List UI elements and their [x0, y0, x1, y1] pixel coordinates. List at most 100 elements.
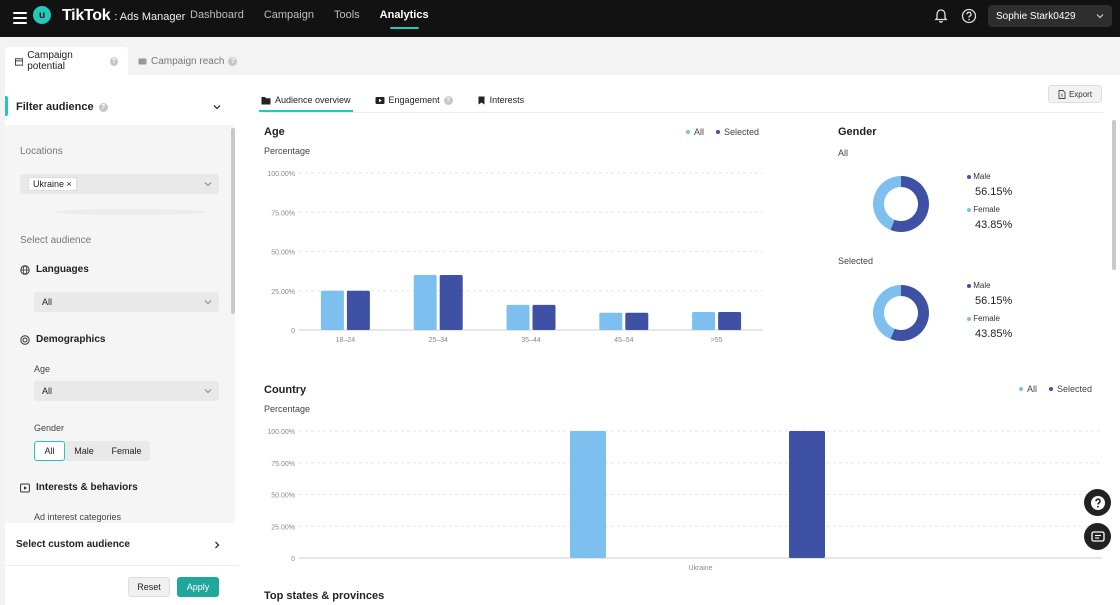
user-name: Sophie Stark0429 [996, 10, 1076, 22]
gender-option-all[interactable]: All [34, 441, 65, 461]
age-legend: All Selected [686, 127, 759, 137]
y-tick-label: 100.00% [267, 171, 295, 178]
nav-campaign[interactable]: Campaign [263, 9, 314, 21]
gender-segmented-control: All Male Female [34, 441, 150, 461]
female-pct: 43.85% [975, 219, 1013, 231]
languages-group-title: Languages [20, 264, 89, 275]
y-tick-label: 100.00% [267, 429, 295, 436]
legend-selected[interactable]: Selected [1049, 384, 1092, 394]
folder-icon [261, 96, 271, 104]
languages-select[interactable]: All [34, 292, 219, 312]
main-scrollbar[interactable] [1112, 120, 1116, 270]
bar-all-2[interactable] [506, 304, 530, 330]
demographics-title: Demographics [36, 334, 106, 345]
filter-scroll-area[interactable]: Locations Ukraine × Select audience Lang… [5, 125, 235, 523]
bar-all-4[interactable] [692, 311, 716, 330]
gender-label: Gender [34, 423, 65, 433]
bar-selected-1[interactable] [439, 275, 463, 330]
tab-campaign-potential[interactable]: Campaign potential ? [5, 47, 128, 75]
legend-all[interactable]: All [1019, 384, 1037, 394]
help-icon[interactable]: ? [109, 56, 118, 66]
target-icon [20, 334, 30, 345]
help-icon[interactable]: ? [98, 102, 108, 112]
reset-button[interactable]: Reset [128, 577, 170, 597]
bar-all-3[interactable] [599, 312, 623, 330]
bar-all-1[interactable] [413, 275, 437, 330]
bar-all-0[interactable] [570, 431, 606, 558]
account-avatar[interactable]: u [33, 6, 51, 24]
chevron-down-icon[interactable] [212, 102, 222, 112]
y-tick-label: 75.00% [271, 461, 295, 468]
calendar-icon [15, 57, 24, 66]
gender-option-female[interactable]: Female [111, 446, 142, 456]
bar-selected-4[interactable] [718, 311, 742, 330]
chevron-right-icon[interactable] [212, 540, 222, 550]
pie-slice-male[interactable] [890, 285, 929, 341]
divider [55, 209, 205, 215]
tab-label: Audience overview [275, 95, 351, 105]
pie-slice-female[interactable] [873, 285, 901, 339]
bar-all-0[interactable] [320, 290, 344, 330]
select-custom-audience[interactable]: Select custom audience [16, 539, 130, 550]
floating-chat-button[interactable] [1084, 523, 1111, 550]
user-account-dropdown[interactable]: Sophie Stark0429 [988, 5, 1112, 27]
help-icon[interactable]: ? [443, 95, 453, 105]
x-tick-label: >55 [711, 337, 723, 344]
help-icon[interactable] [961, 8, 977, 24]
nav-dashboard[interactable]: Dashboard [190, 9, 244, 21]
tab-label: Campaign reach [151, 55, 225, 67]
pie-slice-male[interactable] [890, 176, 929, 232]
country-card-subtitle: Percentage [264, 404, 311, 414]
bar-selected-0[interactable] [789, 431, 825, 558]
y-tick-label: 25.00% [271, 524, 295, 531]
legend-selected[interactable]: Selected [716, 127, 759, 137]
location-chip-ukraine[interactable]: Ukraine × [28, 177, 77, 191]
x-tick-label: 35–44 [521, 337, 541, 344]
nav-analytics[interactable]: Analytics [380, 0, 429, 37]
hamburger-menu-icon[interactable] [8, 6, 32, 30]
bar-selected-2[interactable] [532, 304, 556, 330]
help-icon[interactable]: ? [228, 56, 238, 66]
filter-accent-bar [5, 96, 8, 116]
video-icon [138, 58, 147, 64]
gender-all-label: All [838, 148, 849, 158]
locations-select[interactable]: Ukraine × [20, 174, 219, 194]
main-nav: Dashboard Campaign Tools Analytics [190, 0, 449, 37]
x-tick-label: 25–34 [428, 337, 448, 344]
nav-tools[interactable]: Tools [333, 9, 360, 21]
notification-bell-icon[interactable] [933, 8, 949, 24]
apply-button[interactable]: Apply [177, 577, 219, 597]
play-icon [375, 96, 385, 104]
brand-subtitle: : Ads Manager [114, 11, 186, 23]
legend-all[interactable]: All [686, 127, 704, 137]
bar-selected-0[interactable] [346, 290, 370, 330]
age-select[interactable]: All [34, 381, 219, 401]
gender-option-male[interactable]: Male [74, 446, 94, 456]
female-pct: 43.85% [975, 328, 1013, 340]
bookmark-icon [478, 96, 485, 104]
filter-audience-header[interactable]: Filter audience ? [5, 95, 239, 119]
male-label: Male [973, 172, 991, 181]
languages-value: All [42, 297, 53, 307]
export-label: Export [1068, 89, 1093, 99]
ad-interest-categories-label: Ad interest categories [34, 512, 122, 522]
divider [5, 565, 239, 566]
tab-interests[interactable]: Interests [475, 88, 527, 112]
brand-logo[interactable]: TikTok : Ads Manager [62, 7, 185, 25]
top-states-title: Top states & provinces [264, 590, 385, 602]
filter-title: Filter audience [16, 101, 94, 113]
chat-icon [1090, 530, 1105, 542]
tab-engagement[interactable]: Engagement ? [373, 88, 455, 112]
select-audience-label: Select audience [20, 235, 92, 246]
tab-campaign-reach[interactable]: Campaign reach ? [128, 47, 247, 75]
filter-panel: Filter audience ? Locations Ukraine × Se… [5, 75, 239, 605]
bar-selected-3[interactable] [625, 312, 649, 330]
filter-scrollbar[interactable] [231, 128, 235, 314]
tab-audience-overview[interactable]: Audience overview [259, 88, 353, 112]
export-button[interactable]: Export [1048, 85, 1102, 103]
gender-all-donut-chart [873, 176, 929, 232]
pie-slice-female[interactable] [873, 176, 901, 230]
globe-icon [20, 264, 30, 275]
floating-help-button[interactable] [1084, 489, 1111, 516]
gender-selected-donut-chart [873, 285, 929, 341]
